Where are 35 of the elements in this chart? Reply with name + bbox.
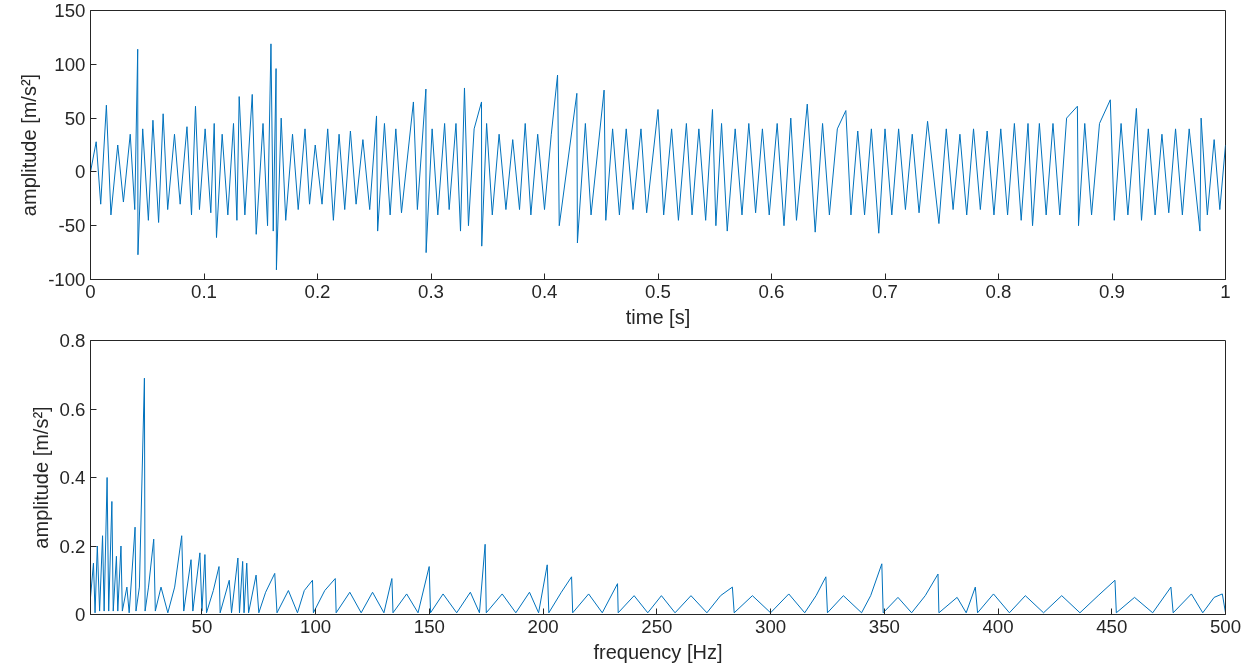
x-tick-label: 0.3: [418, 280, 444, 302]
x-tick-label: 0.2: [304, 280, 331, 302]
x-tick-label: 100: [300, 615, 332, 637]
x-tick-label: 150: [413, 615, 445, 637]
x-tick-label: 50: [191, 615, 213, 637]
y-tick-label: -50: [58, 215, 86, 237]
x-axis-title: time [s]: [625, 305, 691, 328]
x-tick-label: 450: [1096, 615, 1128, 637]
x-tick-label: 0.8: [985, 280, 1012, 302]
x-tick-label: 0.6: [758, 280, 785, 302]
x-tick-label: 350: [868, 615, 900, 637]
x-axis-title: frequency [Hz]: [593, 640, 723, 663]
x-tick-label: 0.9: [1099, 280, 1125, 302]
x-tick-label: 300: [755, 615, 787, 637]
line-series: [90, 43, 1226, 271]
y-tick-label: 0: [75, 161, 86, 183]
x-tick-label: 0.4: [531, 280, 558, 302]
x-tick-label: 400: [982, 615, 1014, 637]
y-tick-label: 0.8: [59, 330, 86, 351]
y-tick-label: -100: [48, 269, 86, 290]
y-tick-label: 50: [64, 107, 86, 129]
y-axis-title: amplitude [m/s²]: [29, 406, 52, 549]
y-tick-label: 0.4: [59, 467, 86, 488]
y-tick-label: 0.6: [59, 398, 86, 420]
x-tick-label: 0.7: [872, 280, 898, 302]
x-tick-label: 0.5: [645, 280, 671, 302]
x-tick-label: 500: [1209, 615, 1242, 637]
x-tick-label: 1: [1220, 280, 1231, 302]
y-axis-title: amplitude [m/s²]: [18, 73, 41, 217]
x-tick-label: 200: [527, 615, 559, 637]
y-tick-label: 150: [54, 0, 86, 21]
y-tick-label: 100: [54, 53, 86, 75]
x-tick-label: 0.1: [191, 280, 217, 302]
y-tick-label: 0.2: [59, 535, 86, 557]
x-tick-label: 250: [641, 615, 673, 637]
